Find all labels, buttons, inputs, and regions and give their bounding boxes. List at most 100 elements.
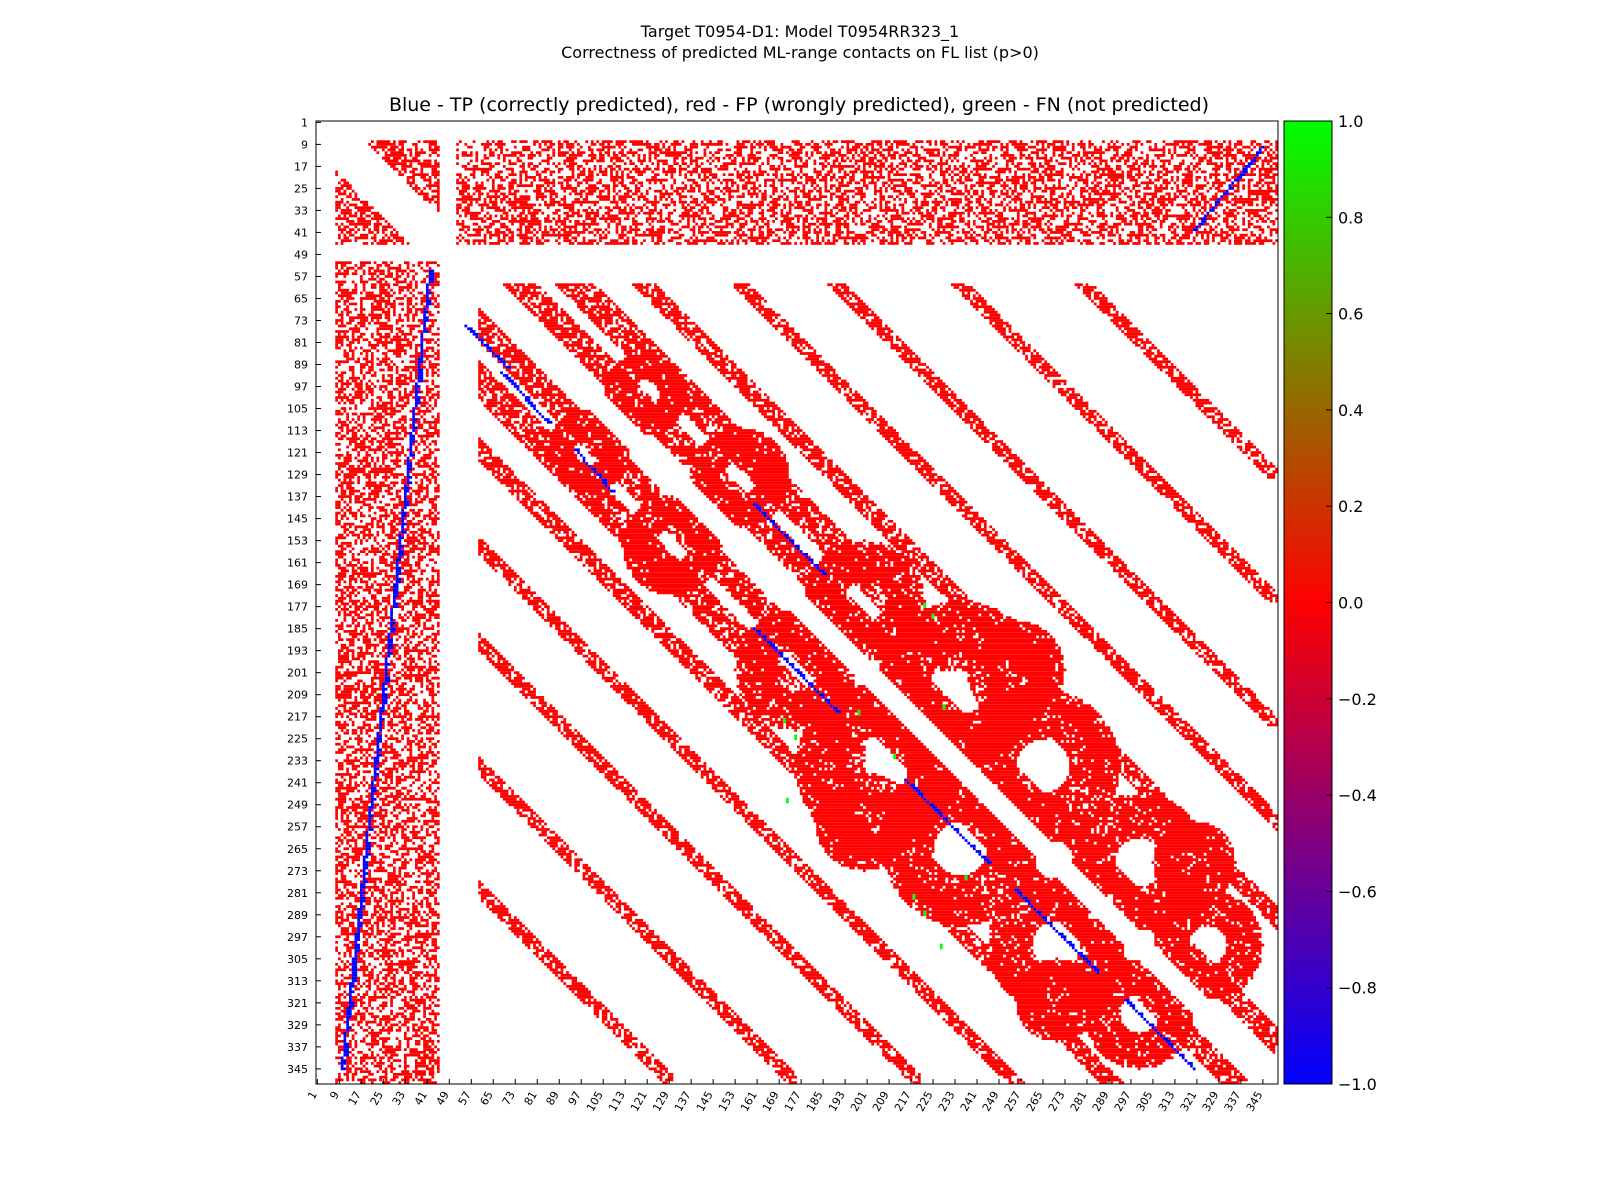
heatmap-cell [961,162,965,166]
heatmap-cell [530,393,567,397]
heatmap-cell [585,211,600,215]
heatmap-cell [975,181,1001,185]
heatmap-cell [486,195,501,199]
heatmap-cell [582,239,586,243]
heatmap-cell [1099,228,1108,232]
heatmap-cell [563,159,575,163]
heatmap-cell [1209,203,1213,207]
heatmap-cell [643,365,679,369]
heatmap-cell [431,173,440,177]
heatmap-cell [1088,145,1092,149]
heatmap-cell [524,442,528,446]
heatmap-cell [522,429,536,432]
heatmap-cell [1195,187,1204,190]
heatmap-cell [1176,382,1193,386]
heatmap-cell [588,420,602,424]
heatmap-cell [728,360,734,364]
heatmap-cell [376,404,388,408]
heatmap-cell [502,236,506,240]
heatmap-cell [711,346,721,350]
heatmap-cell [527,448,575,452]
heatmap-cell [373,269,385,273]
heatmap-cell [794,165,808,168]
heatmap-cell [678,220,682,223]
heatmap-cell [832,140,839,144]
heatmap-cell [406,305,410,309]
heatmap-cell [832,385,839,388]
heatmap-cell [365,214,371,218]
heatmap-cell [505,228,512,232]
heatmap-cell [585,195,589,199]
heatmap-cell [508,159,512,163]
heatmap-cell [1005,148,1009,152]
heatmap-cell [478,365,487,369]
heatmap-cell [868,151,874,155]
heatmap-cell [703,173,707,177]
heatmap-cell [1008,200,1012,204]
heatmap-cell [862,184,869,188]
heatmap-cell [665,148,671,152]
heatmap-cell [1212,184,1215,188]
heatmap-cell [1275,192,1278,196]
heatmap-cell [1058,162,1067,166]
heatmap-cell [508,203,517,207]
heatmap-cell [395,368,399,372]
heatmap-cell [590,305,611,309]
heatmap-cell [865,319,869,322]
heatmap-cell [794,192,797,196]
heatmap-cell [750,195,754,199]
heatmap-cell [574,239,578,243]
heatmap-cell [390,145,399,149]
heatmap-cell [337,387,347,391]
heatmap-cell [401,423,404,427]
heatmap-cell [1102,236,1105,240]
heatmap-cell [851,393,861,397]
heatmap-cell [571,346,575,350]
heatmap-cell [599,288,602,292]
heatmap-cell [769,165,776,168]
heatmap-cell [588,231,594,234]
heatmap-cell [335,321,338,325]
heatmap-cell [1085,176,1089,179]
heatmap-cell [928,233,932,237]
heatmap-cell [1162,357,1169,361]
heatmap-cell [354,382,363,386]
heatmap-cell [840,206,847,210]
heatmap-cell [953,156,957,160]
heatmap-cell [788,431,795,435]
heatmap-cell [516,184,534,188]
heatmap-cell [802,217,808,221]
heatmap-cell [714,445,765,449]
heatmap-cell [873,198,877,201]
heatmap-cell [337,363,341,366]
heatmap-cell [1275,187,1278,190]
heatmap-cell [1033,167,1039,171]
heatmap-cell [577,233,580,237]
heatmap-cell [1049,222,1053,226]
heatmap-cell [519,165,525,168]
heatmap-cell [879,231,885,234]
heatmap-cell [684,148,693,152]
heatmap-cell [764,148,767,152]
heatmap-cell [549,401,575,405]
heatmap-cell [354,445,371,449]
heatmap-cell [373,420,377,424]
heatmap-cell [794,206,806,210]
heatmap-cell [967,291,971,295]
heatmap-cell [777,236,781,240]
heatmap-cell [1258,145,1262,149]
heatmap-cell [508,220,542,223]
heatmap-cell [651,363,677,366]
heatmap-cell [370,442,374,446]
heatmap-cell [406,264,410,267]
heatmap-cell [1250,148,1254,152]
heatmap-cell [1269,203,1273,207]
heatmap-cell [794,434,797,438]
heatmap-cell [629,327,633,331]
heatmap-cell [571,170,575,174]
heatmap-cell [588,357,594,361]
heatmap-cell [519,363,525,366]
heatmap-cell [964,233,968,237]
heatmap-cell [1154,214,1160,218]
heatmap-cell [412,385,415,388]
